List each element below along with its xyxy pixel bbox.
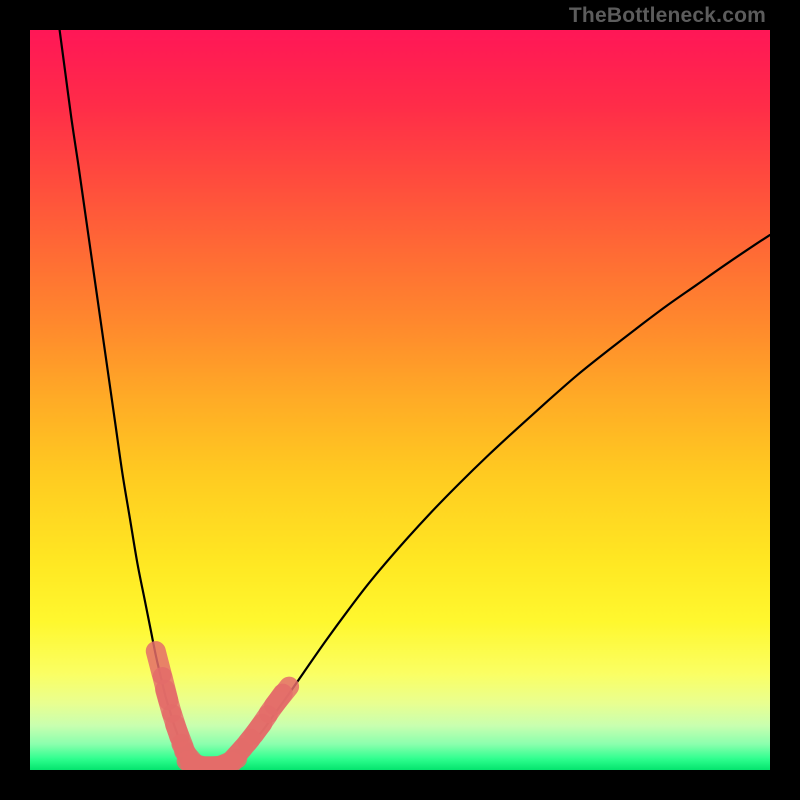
data-marker	[215, 759, 237, 768]
watermark-text: TheBottleneck.com	[569, 4, 766, 28]
data-marker-group	[156, 651, 289, 769]
frame-border	[0, 770, 800, 800]
curve-overlay	[30, 30, 770, 770]
chart-plot-area	[30, 30, 770, 770]
data-marker	[274, 687, 289, 706]
frame-border	[770, 0, 800, 800]
frame-border	[0, 0, 30, 800]
